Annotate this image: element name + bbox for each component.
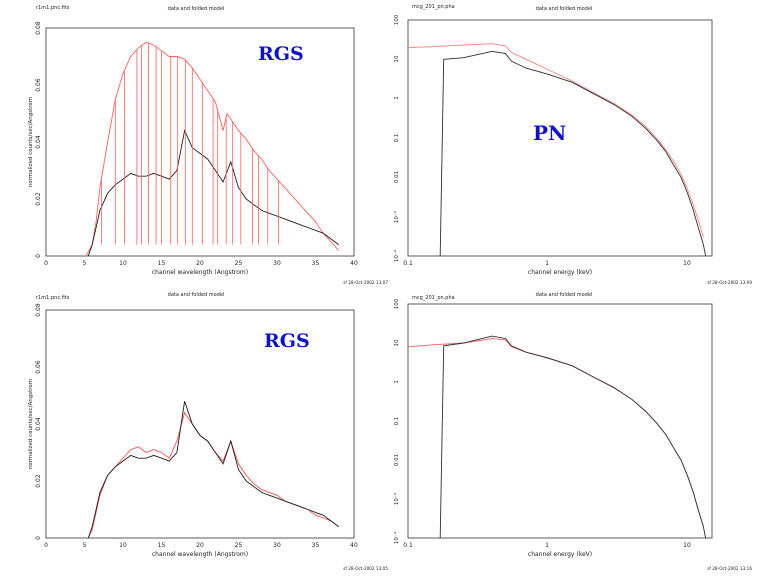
y-tick-label: 0.1: [394, 417, 400, 426]
y-tick-label: 10: [394, 339, 400, 346]
panel-title: data and folded model: [536, 292, 593, 298]
x-tick-label: 35: [312, 542, 320, 549]
x-tick-label: 10: [119, 542, 127, 549]
x-tick-label: 40: [350, 260, 358, 267]
x-tick-label: 0.1: [403, 260, 413, 267]
x-tick-label: 25: [235, 260, 243, 267]
series-line-0: [407, 43, 704, 238]
overlay-label-pn: PN: [533, 121, 566, 145]
y-tick-labels: 10⁻⁴ 10⁻³ 0.01 0.1 1 10 100: [393, 298, 400, 544]
x-tick-label: 30: [273, 542, 281, 549]
corner-label: mcg_201_pn.pha: [412, 4, 455, 10]
overlay-label-rgs: RGS: [258, 43, 304, 65]
series-layer: [85, 41, 339, 257]
y-tick-label: 0.01: [394, 171, 400, 183]
y-tick-label: 10⁻³: [393, 493, 400, 505]
timestamp: sf 28-Oct-2002 13:16: [707, 566, 752, 571]
x-tick-label: 5: [83, 542, 87, 549]
timestamp: sf 28-Oct-2002 13:07: [343, 280, 388, 285]
corner-label: r1m1:pnc.fits: [36, 295, 70, 301]
y-tick-label: 0.1: [394, 134, 400, 143]
x-tick-labels: 0.1 1 10: [403, 260, 691, 267]
series-line-0: [85, 41, 339, 257]
series-line-1: [439, 335, 707, 539]
y-tick-labels: 10⁻⁴ 10⁻³ 0.01 0.1 1 10 100: [393, 14, 400, 262]
y-tick-label: 0.04: [35, 417, 42, 431]
x-tick-label: 10: [683, 260, 691, 267]
x-tick-label: 0: [44, 542, 48, 549]
y-tick-labels: 0 0.02 0.04 0.06 0.08: [35, 303, 42, 540]
overlay-label-rgs: RGS: [264, 330, 310, 352]
panel-title: data and folded model: [168, 6, 225, 12]
x-axis-label: channel energy (keV): [528, 269, 592, 276]
corner-label: mcg_201_pn.pha: [412, 295, 455, 301]
timestamp: sf 28-Oct-2002 13:05: [343, 566, 388, 571]
y-tick-label: 0.04: [35, 135, 42, 149]
y-tick-label: 10⁻³: [393, 211, 400, 223]
panel-bottom-left: r1m1:pnc.fits data and folded model 0 5 …: [28, 292, 388, 571]
y-tick-labels: 0 0.02 0.04 0.06 0.08: [35, 21, 42, 258]
x-tick-label: 10: [119, 260, 127, 267]
x-axis-label: channel wavelength (Angstrom): [152, 551, 248, 558]
corner-label: r1m1:pnc.fits: [36, 5, 70, 11]
y-tick-label: 0: [35, 536, 42, 540]
x-tick-label: 15: [158, 260, 166, 267]
y-tick-label: 0.06: [35, 360, 42, 374]
y-tick-label: 0.01: [394, 454, 400, 466]
x-tick-label: 0: [44, 260, 48, 267]
y-tick-label: 0.06: [35, 78, 42, 92]
panel-top-right: mcg_201_pn.pha data and folded model 0.1…: [393, 4, 752, 285]
series-layer: [87, 401, 339, 539]
y-tick-label: 10⁻⁴: [393, 531, 400, 544]
y-tick-label: 0.08: [35, 21, 42, 35]
x-axis-label: channel wavelength (Angstrom): [152, 269, 248, 276]
series-line-0: [87, 411, 339, 539]
x-tick-labels: 0 5 10 15 20 25 30 35 40: [44, 260, 358, 267]
series-line-1: [87, 401, 339, 539]
y-tick-label: 10: [394, 55, 400, 62]
x-tick-label: 20: [196, 260, 204, 267]
y-tick-label: 0.02: [35, 192, 42, 206]
x-tick-label: 5: [83, 260, 87, 267]
y-tick-label: 0.02: [35, 474, 42, 488]
y-axis-label: normalized counts/sec/Angstrom: [28, 97, 34, 187]
x-tick-labels: 0 5 10 15 20 25 30 35 40: [44, 542, 358, 549]
panel-bottom-right: mcg_201_pn.pha data and folded model 0.1…: [393, 292, 752, 571]
x-axis-label: channel energy (keV): [528, 551, 592, 558]
y-tick-label: 100: [394, 14, 400, 25]
x-tick-label: 15: [158, 542, 166, 549]
y-tick-label: 1: [394, 96, 400, 100]
x-tick-label: 25: [235, 542, 243, 549]
x-tick-labels: 0.1 1 10: [403, 542, 691, 549]
plot-frame: [45, 27, 355, 257]
y-tick-label: 0.08: [35, 303, 42, 317]
timestamp: sf 28-Oct-2002 13:09: [707, 280, 752, 285]
series-line-1: [87, 129, 339, 257]
y-tick-label: 100: [394, 298, 400, 309]
panel-title: data and folded model: [168, 292, 225, 298]
y-tick-label: 1: [394, 380, 400, 384]
x-tick-label: 35: [312, 260, 320, 267]
y-tick-label: 10⁻⁴: [393, 249, 400, 262]
x-tick-label: 20: [196, 542, 204, 549]
x-tick-label: 10: [683, 542, 691, 549]
plot-frame: [407, 19, 713, 257]
x-tick-label: 40: [350, 542, 358, 549]
panel-title: data and folded model: [536, 6, 593, 12]
series-layer: [407, 335, 707, 539]
x-tick-label: 1: [545, 260, 549, 267]
series-line-0: [407, 338, 704, 527]
x-tick-label: 30: [273, 260, 281, 267]
plot-frame: [45, 309, 355, 539]
y-tick-label: 0: [35, 254, 42, 258]
y-axis-label: normalized counts/sec/Angstrom: [28, 379, 34, 469]
panel-top-left: r1m1:pnc.fits data and folded model 0 5 …: [28, 5, 388, 285]
x-tick-label: 1: [545, 542, 549, 549]
series-line-1: [439, 50, 707, 257]
series-layer: [407, 43, 707, 257]
plot-frame: [407, 303, 713, 539]
x-tick-label: 0.1: [403, 542, 413, 549]
